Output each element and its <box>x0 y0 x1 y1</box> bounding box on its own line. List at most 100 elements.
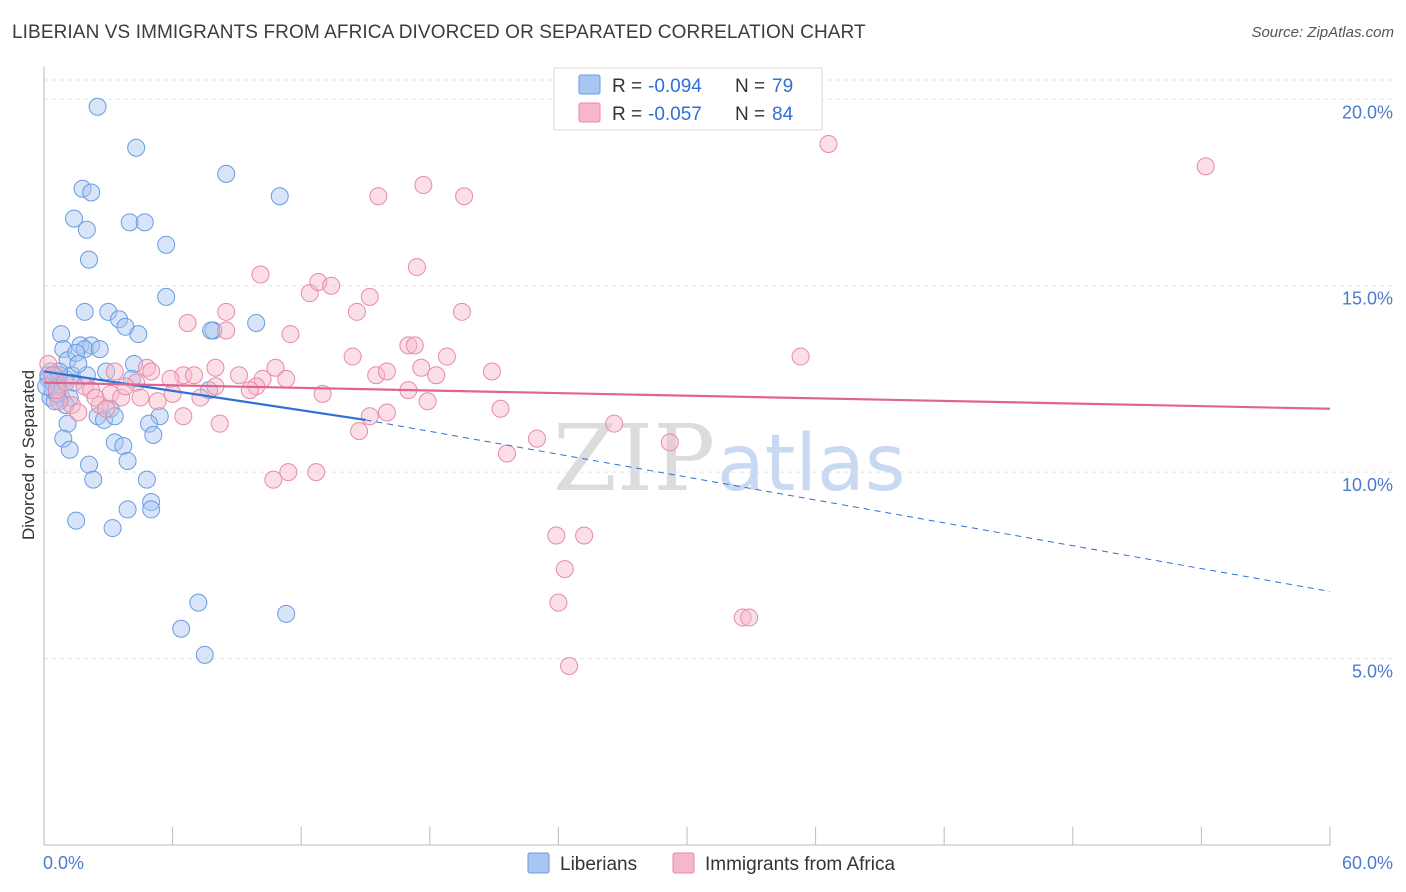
liberians-point <box>75 302 94 321</box>
trend-lines <box>43 370 1331 592</box>
africa-point <box>491 399 510 418</box>
grid-lines <box>44 79 1392 660</box>
africa-point <box>819 135 838 154</box>
liberians-point <box>60 440 79 459</box>
liberians-point <box>84 470 103 489</box>
y-tick-label: 5.0% <box>1352 662 1393 682</box>
africa-point <box>377 403 396 422</box>
axes <box>43 67 1331 846</box>
watermark-zip: ZIP <box>553 405 715 512</box>
africa-point <box>555 560 574 579</box>
africa-point <box>377 362 396 381</box>
liberians-point <box>52 325 71 344</box>
africa-point <box>575 526 594 545</box>
liberians-point <box>80 455 99 474</box>
africa-point <box>185 366 204 385</box>
series-legend-africa: Immigrants from Africa <box>705 854 895 875</box>
x-tick-min: 0.0% <box>43 853 84 873</box>
africa-point <box>240 381 259 400</box>
legend-swatch-liberians <box>578 74 601 95</box>
liberians-point <box>95 410 114 429</box>
liberians-point <box>120 213 139 232</box>
liberians-point <box>67 343 86 362</box>
africa-point <box>161 369 180 388</box>
series-legend-swatch-africa <box>672 852 695 874</box>
africa-point <box>605 414 624 433</box>
africa-point <box>527 429 546 448</box>
africa-point <box>191 388 210 407</box>
africa-point <box>131 388 150 407</box>
liberians-point <box>172 619 191 638</box>
africa-point <box>281 325 300 344</box>
africa-point <box>279 463 298 482</box>
liberians-point <box>142 500 161 519</box>
legend-n-value-1: 79 <box>772 76 793 97</box>
series-legend: Liberians Immigrants from Africa <box>527 852 895 875</box>
africa-point <box>163 384 182 403</box>
liberians-point <box>105 433 124 452</box>
liberians-point <box>118 451 137 470</box>
y-tick-label: 15.0% <box>1342 289 1393 309</box>
africa-point <box>560 657 579 676</box>
liberians-point <box>58 414 77 433</box>
liberians-point <box>99 302 118 321</box>
africa-point <box>497 444 516 463</box>
liberians-point <box>65 209 84 228</box>
africa-point <box>547 526 566 545</box>
africa-point <box>105 362 124 381</box>
liberians-point <box>142 492 161 511</box>
y-axis-label: Divorced or Separated <box>19 370 38 540</box>
africa-point <box>148 392 167 411</box>
africa-point <box>350 422 369 441</box>
africa-point <box>69 403 88 422</box>
africa-point <box>452 302 471 321</box>
liberians-point <box>157 287 176 306</box>
africa-point <box>482 362 501 381</box>
legend-n-value-2: 84 <box>772 104 794 125</box>
stats-legend: R = -0.094 N = 79 R = -0.057 N = 84 <box>553 67 823 131</box>
africa-point <box>1196 157 1215 176</box>
africa-point <box>217 302 236 321</box>
africa-point <box>455 187 474 206</box>
liberians-point <box>277 604 296 623</box>
legend-n-label-2: N = <box>735 104 765 125</box>
africa-point <box>86 388 105 407</box>
africa-point <box>418 392 437 411</box>
africa-point <box>427 366 446 385</box>
liberians-point <box>150 407 169 426</box>
africa-point <box>174 407 193 426</box>
liberians-point <box>82 183 101 202</box>
liberians-point <box>189 593 208 612</box>
liberians-point <box>80 250 99 269</box>
africa-point <box>399 336 418 355</box>
legend-n-label-1: N = <box>735 76 765 97</box>
africa-point <box>360 407 379 426</box>
series-legend-swatch-liberians <box>527 852 550 874</box>
africa-point <box>101 384 120 403</box>
africa-point <box>112 388 131 407</box>
y-tick-labels: 5.0% 10.0% 15.0% 20.0% <box>1342 102 1393 681</box>
legend-r-value-2: -0.057 <box>648 104 702 125</box>
africa-point <box>414 176 433 195</box>
africa-point <box>660 433 679 452</box>
africa-point <box>343 347 362 366</box>
liberians-point <box>144 425 163 444</box>
legend-swatch-africa <box>578 102 601 123</box>
africa-point <box>313 384 332 403</box>
africa-point <box>437 347 456 366</box>
africa-point <box>360 287 379 306</box>
liberians-point <box>75 340 94 359</box>
watermark-atlas: atlas <box>717 419 906 509</box>
series-legend-liberians: Liberians <box>560 854 637 875</box>
africa-point <box>178 314 197 332</box>
liberians-points <box>37 97 296 664</box>
africa-point <box>251 265 270 284</box>
liberians-point <box>270 187 289 206</box>
africa-point <box>367 366 386 385</box>
liberians-point <box>118 500 137 519</box>
liberians-point <box>127 138 146 157</box>
africa-points <box>39 135 1215 676</box>
liberians-point <box>110 310 129 329</box>
africa-point <box>230 366 249 385</box>
